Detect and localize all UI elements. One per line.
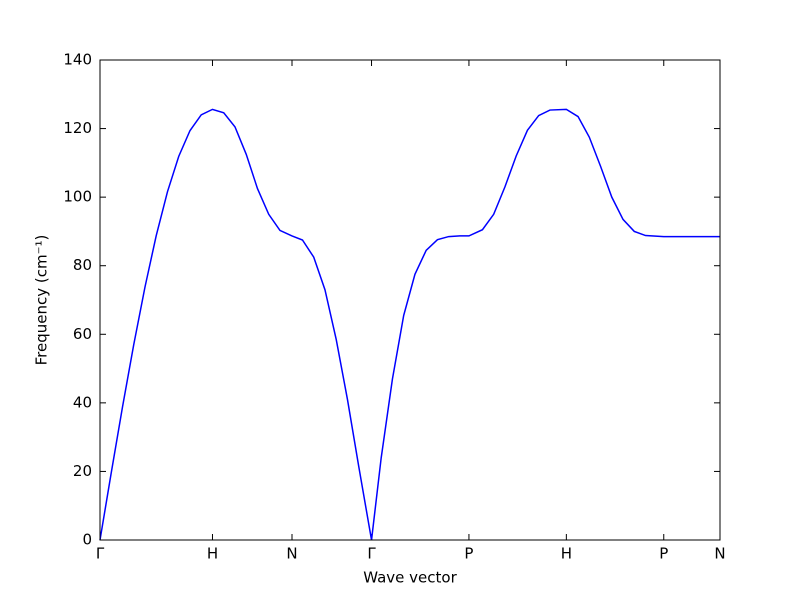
x-tick-label: N (714, 545, 725, 563)
y-tick-label: 80 (73, 256, 92, 274)
y-tick-label: 100 (63, 188, 92, 206)
y-tick-label: 0 (82, 531, 92, 549)
plot-frame (99, 59, 721, 541)
x-tick-label: P (464, 545, 473, 563)
x-axis-label: Wave vector (363, 569, 457, 587)
x-tick-label: P (659, 545, 668, 563)
x-tick-label: Γ (367, 545, 376, 563)
y-tick-label: 60 (73, 325, 92, 343)
x-tick-label: Γ (96, 545, 105, 563)
y-tick-label: 40 (73, 393, 92, 411)
y-axis-label: Frequency (cm⁻¹) (33, 235, 51, 366)
y-tick-label: 120 (63, 119, 92, 137)
x-tick-label: N (286, 545, 297, 563)
x-tick-label: H (207, 545, 218, 563)
y-tick-label: 20 (73, 462, 92, 480)
x-tick-label: H (561, 545, 572, 563)
y-tick-label: 140 (63, 51, 92, 69)
data-line (99, 108, 720, 541)
